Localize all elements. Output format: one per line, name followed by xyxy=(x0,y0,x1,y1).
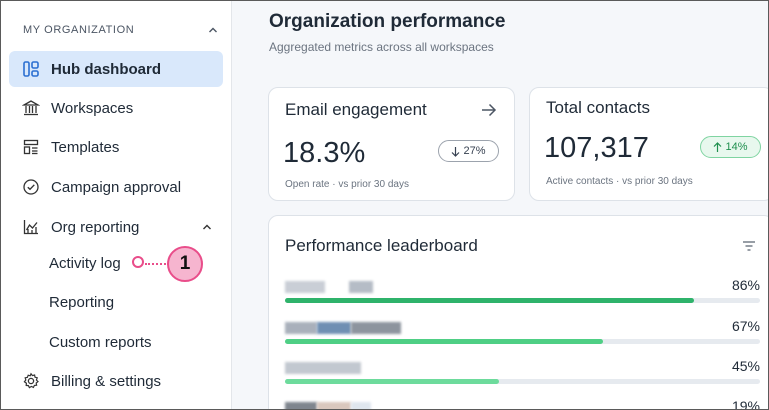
change-value: 27% xyxy=(463,145,486,157)
card-title: Performance leaderboard xyxy=(285,236,478,255)
progress-track xyxy=(285,298,760,303)
sidebar-subitem-activity-log[interactable]: Activity log xyxy=(49,255,121,272)
sidebar-item-label: Campaign approval xyxy=(51,178,182,196)
hub-dashboard-icon xyxy=(20,58,42,80)
annotation-connector xyxy=(145,263,169,265)
sidebar-item-hub-dashboard[interactable]: Hub dashboard xyxy=(9,51,223,87)
leaderboard-percent: 86% xyxy=(731,277,760,293)
filter-icon[interactable] xyxy=(742,239,756,257)
card-title: Email engagement xyxy=(285,100,427,119)
metric-meta: Active contacts · vs prior 30 days xyxy=(546,176,693,187)
workspaces-icon xyxy=(20,97,42,119)
sidebar-item-org-reporting[interactable]: Org reporting xyxy=(9,209,223,245)
campaign-approval-icon xyxy=(20,176,42,198)
sidebar: MY ORGANIZATION Hub dashboard Workspaces… xyxy=(1,1,232,409)
sidebar-subitem-custom-reports[interactable]: Custom reports xyxy=(49,334,152,351)
change-badge: 14% xyxy=(700,136,761,158)
email-engagement-card[interactable]: Email engagement 18.3% 27% Open rate · v… xyxy=(268,87,515,201)
progress-track xyxy=(285,379,760,384)
annotation-badge: 1 xyxy=(167,246,203,282)
sidebar-item-label: Workspaces xyxy=(51,99,134,117)
annotation-target-dot xyxy=(132,256,144,268)
sidebar-item-label: Templates xyxy=(51,138,120,156)
card-title: Total contacts xyxy=(546,98,650,117)
leaderboard-percent: 19% xyxy=(731,398,760,410)
sidebar-item-templates[interactable]: Templates xyxy=(9,129,223,165)
chevron-up-icon[interactable] xyxy=(201,221,213,233)
main-content: Organization performance Aggregated metr… xyxy=(232,1,768,409)
arrow-up-icon xyxy=(714,141,722,152)
chevron-up-icon xyxy=(209,27,217,33)
sidebar-item-label: Billing & settings xyxy=(51,372,162,390)
sidebar-section-header[interactable]: MY ORGANIZATION xyxy=(23,22,219,38)
sidebar-item-workspaces[interactable]: Workspaces xyxy=(9,90,223,126)
progress-track xyxy=(285,339,760,344)
sidebar-item-campaign-approval[interactable]: Campaign approval xyxy=(9,169,223,205)
sidebar-item-billing-settings[interactable]: Billing & settings xyxy=(9,363,223,399)
metric-value: 107,317 xyxy=(544,132,649,164)
performance-leaderboard-card: Performance leaderboard 86% 67% xyxy=(268,215,768,410)
sidebar-item-label: Hub dashboard xyxy=(51,60,162,78)
page-subtitle: Aggregated metrics across all workspaces xyxy=(269,40,494,54)
progress-fill xyxy=(285,298,694,303)
leaderboard-percent: 67% xyxy=(731,318,760,334)
change-badge: 27% xyxy=(438,140,499,162)
arrow-down-icon xyxy=(452,146,460,157)
gear-icon xyxy=(20,370,42,392)
metric-meta: Open rate · vs prior 30 days xyxy=(285,179,409,190)
page-title: Organization performance xyxy=(269,11,506,32)
metric-value: 18.3% xyxy=(283,137,366,169)
org-reporting-icon xyxy=(20,216,42,238)
sidebar-section-title: MY ORGANIZATION xyxy=(23,24,135,36)
total-contacts-card[interactable]: Total contacts 107,317 14% Active contac… xyxy=(529,87,768,201)
sidebar-subitem-reporting[interactable]: Reporting xyxy=(49,294,115,311)
leaderboard-percent: 45% xyxy=(731,358,760,374)
progress-fill xyxy=(285,339,604,344)
change-value: 14% xyxy=(725,141,748,153)
templates-icon xyxy=(20,136,42,158)
arrow-right-icon[interactable] xyxy=(480,101,498,124)
sidebar-item-label: Org reporting xyxy=(51,218,140,236)
progress-fill xyxy=(285,379,499,384)
